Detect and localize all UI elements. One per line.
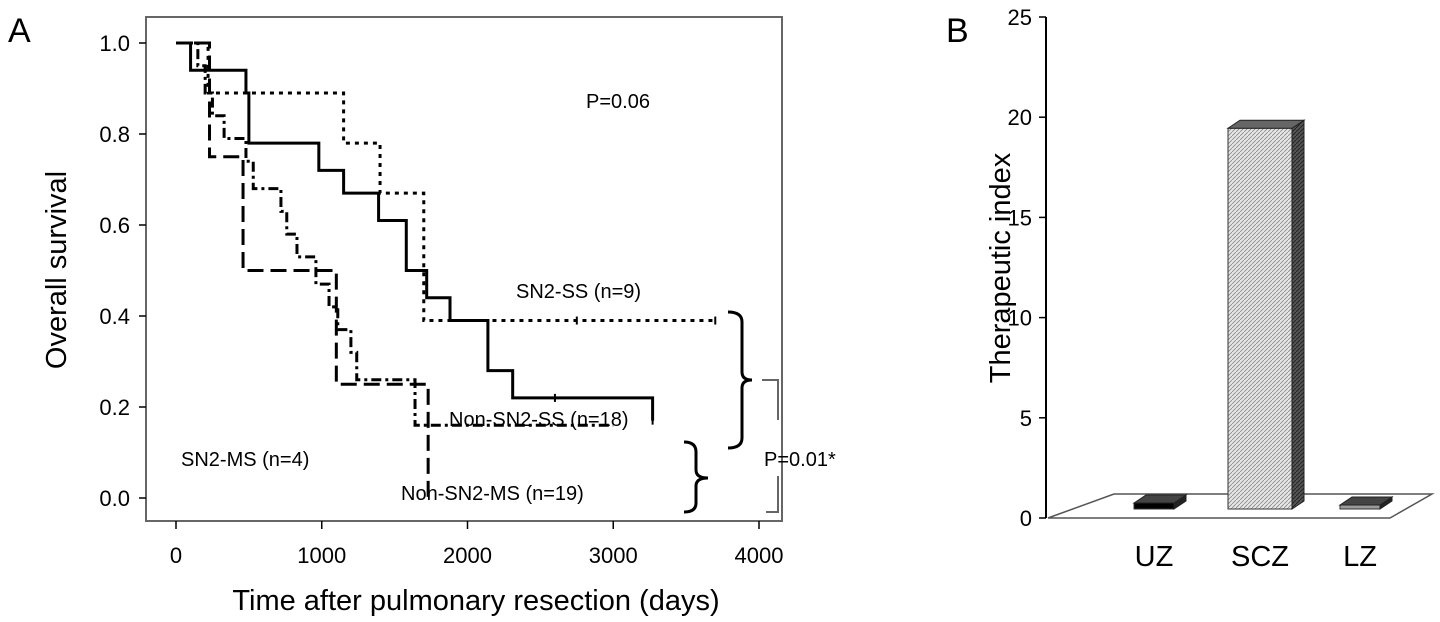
x-category-label: SCZ [1231,541,1289,573]
panel-a-survival-plot: A 0.0 0.2 0.4 0.6 0.8 1.0 0 1000 2000 3000 4000 T… [8,12,836,617]
panel-a-label: A [8,12,31,50]
series-label-non-sn2-ss: Non-SN2-SS (n=18) [449,409,629,431]
y-axis-ticks-a: 0.0 0.2 0.4 0.6 0.8 1.0 [99,31,146,511]
x-category-label: LZ [1343,541,1377,573]
bracket-pair-comparison [762,379,779,420]
y-axis-ticks-b: 0 5 10 15 20 25 [1008,5,1046,531]
y-tick-label: 1.0 [99,31,130,56]
plot-frame-a [145,16,783,522]
bar-side-scz [1291,119,1305,510]
bar-top-uz [1132,494,1188,504]
y-tick-label: 0 [1020,506,1032,531]
x-axis-categories-b: UZ SCZ LZ [1135,541,1377,573]
x-tick-label: 1000 [297,543,346,568]
bracket-pair-comparison-lower [766,476,779,513]
bars [1132,119,1394,510]
y-tick-label: 10 [1008,306,1032,331]
survival-curve-1 [176,41,716,323]
y-axis-title-b: Therapeutic index [985,152,1017,383]
bar-scz [1227,127,1293,510]
bracket-ms-group [683,440,709,514]
y-tick-label: 0.0 [99,486,130,511]
y-tick-label: 20 [1008,105,1032,130]
survival-curve-3 [176,41,430,498]
survival-curves [176,41,717,498]
bracket-ss-group [727,310,753,450]
y-tick-label: 15 [1008,205,1032,230]
series-label-sn2-ss: SN2-SS (n=9) [516,281,641,303]
bar-uz [1133,502,1175,510]
panel-b-bar-chart: B 0 5 10 15 20 25 Therapeutic index UZ SCZ LZ [946,5,1435,573]
p-value-overall: P=0.06 [586,91,650,113]
y-axis-title-a: Overall survival [41,171,73,369]
x-tick-label: 4000 [735,543,784,568]
y-tick-label: 0.6 [99,213,130,238]
y-tick-label: 0.8 [99,122,130,147]
x-tick-label: 0 [170,543,182,568]
bar-lz [1339,504,1381,510]
y-tick-label: 5 [1020,406,1032,431]
x-tick-label: 2000 [443,543,492,568]
bar-top-lz [1338,496,1394,506]
survival-curve-2 [176,41,655,421]
bar-top-scz [1226,119,1306,129]
y-tick-label: 0.2 [99,395,130,420]
x-axis-ticks-a: 0 1000 2000 3000 4000 [170,521,784,568]
panel-b-label: B [946,12,969,50]
x-axis-title-a: Time after pulmonary resection (days) [232,585,719,617]
series-label-non-sn2-ms: Non-SN2-MS (n=19) [401,483,584,505]
series-label-sn2-ms: SN2-MS (n=4) [181,449,309,471]
p-value-pairwise: P=0.01* [764,449,836,471]
x-category-label: UZ [1135,541,1174,573]
x-tick-label: 3000 [589,543,638,568]
y-tick-label: 25 [1008,5,1032,30]
y-tick-label: 0.4 [99,304,130,329]
